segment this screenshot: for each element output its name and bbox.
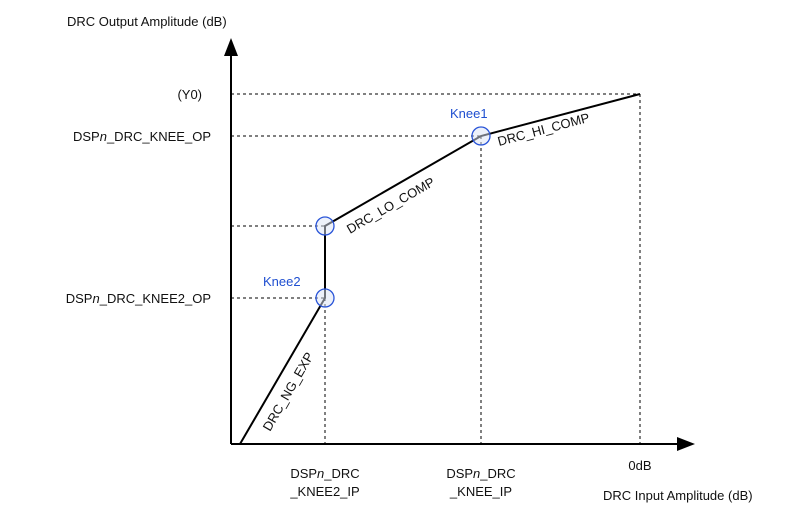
knee2-marker (315, 288, 335, 308)
x-label-knee-ip-prefix: DSP (446, 466, 473, 481)
y-label-knee-op-italic: n (100, 129, 107, 144)
x-axis-arrow (677, 437, 695, 451)
transfer-curve (239, 93, 641, 445)
x-label-knee2-ip-line2: _KNEE2_IP (289, 484, 359, 499)
x-label-zero-db: 0dB (628, 458, 651, 473)
knee2-label: Knee2 (263, 274, 301, 289)
segment-label-lo-comp: DRC_LO_COMP (344, 174, 437, 236)
y-label-knee2-op-italic: n (92, 291, 99, 306)
x-label-knee2-ip-prefix: DSP (290, 466, 317, 481)
y-label-knee-op-suffix: _DRC_KNEE_OP (106, 129, 211, 144)
y-label-knee2-op-prefix: DSP (66, 291, 93, 306)
knee1-label: Knee1 (450, 106, 488, 121)
knee1-marker (471, 126, 491, 146)
x-label-knee2-ip-line1: DSPn_DRC (290, 466, 359, 481)
y-label-knee-op: DSPn_DRC_KNEE_OP (73, 129, 211, 144)
x-label-knee-ip-line2: _KNEE_IP (449, 484, 512, 499)
guide-lines (231, 93, 641, 444)
y-axis-arrow (224, 38, 238, 56)
x-label-knee-ip-suffix: _DRC (479, 466, 515, 481)
y-axis-title: DRC Output Amplitude (dB) (67, 14, 227, 29)
segment-label-hi-comp: DRC_HI_COMP (496, 110, 591, 149)
y-label-y0: (Y0) (177, 87, 202, 102)
x-axis-title: DRC Input Amplitude (dB) (603, 488, 753, 503)
y-label-knee2-op-suffix: _DRC_KNEE2_OP (99, 291, 211, 306)
x-label-knee-ip-line1: DSPn_DRC (446, 466, 515, 481)
x-label-knee-ip-italic: n (473, 466, 480, 481)
x-label-knee2-ip-italic: n (317, 466, 324, 481)
y-label-knee-op-prefix: DSP (73, 129, 100, 144)
x-label-knee2-ip-suffix: _DRC (323, 466, 359, 481)
y-label-knee2-op: DSPn_DRC_KNEE2_OP (66, 291, 211, 306)
upper-step-marker (315, 216, 335, 236)
